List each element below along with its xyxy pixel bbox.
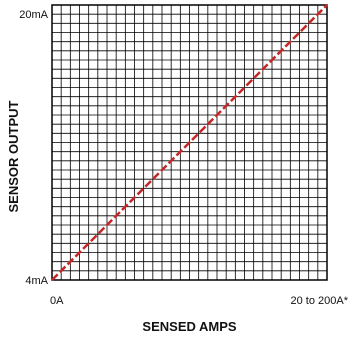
x-tick-label-left: 0A	[50, 295, 64, 307]
data-series-line	[51, 4, 328, 281]
x-axis-title: SENSED AMPS	[142, 319, 236, 334]
y-tick-label-bottom: 4mA	[25, 275, 48, 287]
chart-grid	[52, 5, 327, 280]
x-tick-label-right: 20 to 200A*	[291, 295, 349, 307]
y-axis-title: SENSOR OUTPUT	[6, 100, 21, 212]
plot-frame	[51, 4, 328, 281]
y-tick-label-top: 20mA	[19, 9, 48, 21]
